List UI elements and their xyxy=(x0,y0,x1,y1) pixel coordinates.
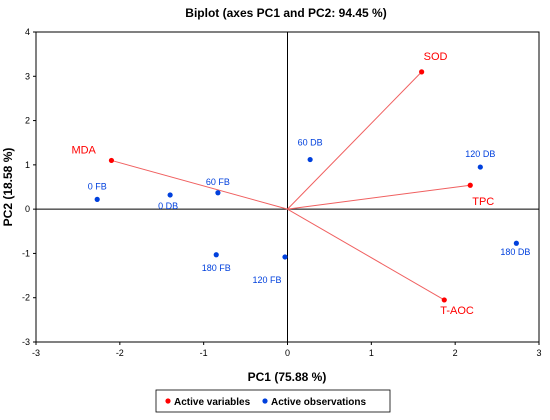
x-tick-label: -3 xyxy=(32,348,40,358)
point-180-db xyxy=(513,240,519,246)
point-label-0-db: 0 DB xyxy=(158,201,178,211)
point-label-180-fb: 180 FB xyxy=(202,263,231,273)
point-tpc xyxy=(467,182,473,188)
point-0-fb xyxy=(94,196,100,202)
x-tick-label: 2 xyxy=(453,348,458,358)
point-sod xyxy=(419,69,425,75)
point-label-120-db: 120 DB xyxy=(465,149,495,159)
x-tick-label: -2 xyxy=(116,348,124,358)
x-axis-title: PC1 (75.88 %) xyxy=(248,370,327,384)
point-mda xyxy=(108,157,115,164)
vector-line-t-aoc xyxy=(287,208,445,301)
point-120-db xyxy=(477,164,483,170)
point-labels: SOD MDA TPC T-AOC 60 DB 120 DB 60 FB 0 FB 0 DB 18… xyxy=(71,51,530,317)
legend-marker-1 xyxy=(165,398,171,404)
point-60-fb xyxy=(215,190,221,196)
legend-marker-2 xyxy=(262,398,268,404)
legend-label-1: Active variables xyxy=(174,397,251,408)
point-label-tpc: TPC xyxy=(472,196,494,208)
variable-vectors xyxy=(111,71,471,301)
y-tick-label: -2 xyxy=(22,293,30,303)
y-tick-label: 4 xyxy=(25,27,30,37)
point-label-180-db: 180 DB xyxy=(500,247,530,257)
y-axis-title: PC2 (18.58 %) xyxy=(1,148,15,227)
y-tick-label: -1 xyxy=(22,248,30,258)
legend-box xyxy=(155,389,391,413)
chart-title: Biplot (axes PC1 and PC2: 94.45 %) xyxy=(185,6,386,20)
point-label-60-db: 60 DB xyxy=(298,138,323,148)
legend-label-2: Active observations xyxy=(271,397,366,408)
y-tick-label: 0 xyxy=(25,204,30,214)
x-tick-label: 0 xyxy=(285,348,290,358)
y-tick-label: -3 xyxy=(22,337,30,347)
vector-line-mda xyxy=(111,159,288,210)
point-label-mda: MDA xyxy=(71,144,96,156)
x-tick-label: 3 xyxy=(536,348,541,358)
tick-labels: -3 -2 -1 0 1 2 3 -3 -2 -1 0 1 2 3 4 xyxy=(22,27,542,358)
legend: Active variables Active observations xyxy=(165,397,366,408)
y-tick-label: 2 xyxy=(25,116,30,126)
y-tick-label: 3 xyxy=(25,71,30,81)
point-60-db xyxy=(307,156,313,163)
y-tick-label: 1 xyxy=(25,160,30,170)
point-label-0-fb: 0 FB xyxy=(88,181,107,191)
point-0-db xyxy=(167,192,173,198)
vector-line-tpc xyxy=(287,184,471,210)
point-label-sod: SOD xyxy=(424,51,448,63)
point-180-fb xyxy=(213,252,219,258)
point-label-t-aoc: T-AOC xyxy=(440,305,474,317)
vector-line-sod xyxy=(287,71,422,210)
x-tick-label: 1 xyxy=(369,348,374,358)
data-points xyxy=(94,69,519,303)
x-tick-label: -1 xyxy=(200,348,208,358)
point-120-fb xyxy=(282,254,288,260)
zero-axes xyxy=(36,32,539,342)
point-label-120-fb: 120 FB xyxy=(252,275,281,285)
point-label-60-fb: 60 FB xyxy=(206,177,230,187)
point-t-aoc xyxy=(441,297,447,303)
